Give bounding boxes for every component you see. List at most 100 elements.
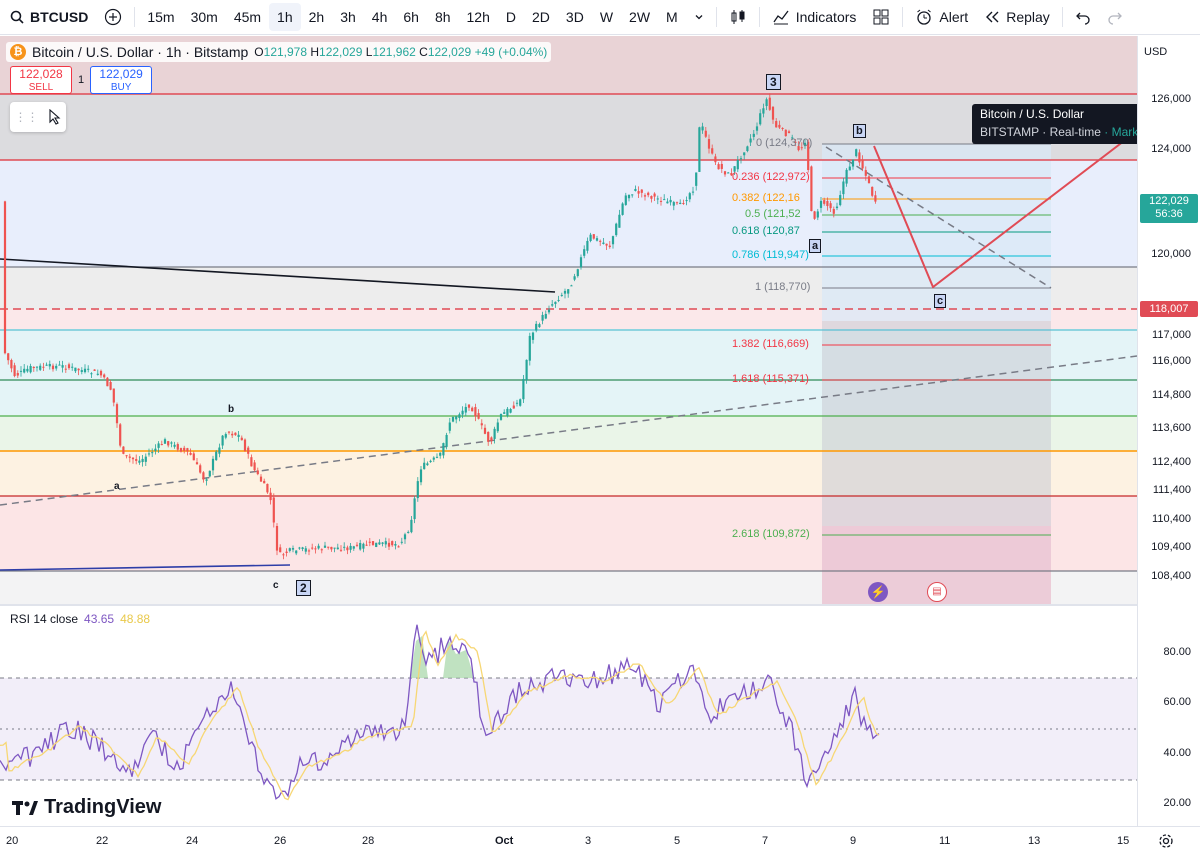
support-trendline[interactable] xyxy=(0,564,291,571)
tradingview-logo-icon xyxy=(12,800,38,815)
candle-body xyxy=(589,234,592,241)
drag-handle-icon[interactable]: ⋮⋮ xyxy=(14,110,39,124)
candle-body xyxy=(675,202,679,204)
interval-button[interactable]: 1h xyxy=(269,3,301,31)
candle-body xyxy=(333,547,336,549)
undo-button[interactable] xyxy=(1067,3,1099,31)
interval-button[interactable]: 2W xyxy=(629,9,651,25)
candle-body xyxy=(195,462,199,465)
layouts-button[interactable] xyxy=(864,3,898,31)
candle-body xyxy=(391,541,394,546)
rsi-legend[interactable]: RSI 14 close 43.65 48.88 xyxy=(10,612,150,626)
candle-body xyxy=(570,285,573,287)
candle-body xyxy=(263,480,266,484)
us-flag-event-icon[interactable]: ▤ xyxy=(927,582,947,602)
candle-body xyxy=(698,127,701,172)
currency-label[interactable]: USD xyxy=(1144,46,1168,58)
candle-body xyxy=(771,106,775,120)
tradingview-logo[interactable]: TradingView xyxy=(12,796,161,819)
candle-body xyxy=(813,211,816,219)
rsi-pane[interactable] xyxy=(0,606,1137,826)
candle-body xyxy=(602,242,605,244)
interval-button[interactable]: 12h xyxy=(466,9,490,25)
wave-label-3[interactable]: 3 xyxy=(766,74,781,90)
candle-body xyxy=(80,370,83,372)
candle-body xyxy=(730,173,733,176)
event-lightning-icon[interactable]: ⚡ xyxy=(868,582,888,602)
wave-label-small-a: a xyxy=(114,481,120,492)
rsi-canvas[interactable] xyxy=(0,606,1137,826)
cursor-tool-widget[interactable]: ⋮⋮ xyxy=(10,102,66,132)
price-tick: 113,600 xyxy=(1152,422,1191,434)
price-axis[interactable]: USD 126,000 124,000 120,000 117,000 116,000 1… xyxy=(1137,36,1200,826)
candle-body xyxy=(515,402,519,404)
buy-button[interactable]: 122,029 BUY xyxy=(90,66,153,94)
redo-icon xyxy=(1107,9,1123,25)
interval-button[interactable]: W xyxy=(599,9,614,25)
candle-body xyxy=(83,368,87,373)
candle-body xyxy=(583,249,586,256)
tooltip-title: Bitcoin / U.S. Dollar xyxy=(980,107,1085,121)
wave-label-c[interactable]: c xyxy=(934,294,947,308)
interval-dropdown-button[interactable] xyxy=(686,3,712,31)
forecast-path[interactable] xyxy=(873,130,1137,289)
interval-button[interactable]: M xyxy=(666,9,678,25)
replay-button[interactable]: Replay xyxy=(976,3,1058,31)
dashed-channel-line[interactable] xyxy=(825,146,1052,289)
candle-body xyxy=(451,416,455,422)
candle-body xyxy=(810,166,813,212)
interval-button[interactable]: 15m xyxy=(147,9,175,25)
price-chart-canvas[interactable] xyxy=(0,36,1137,604)
candle-body xyxy=(279,547,282,553)
fib-level-label: 1 (118,770) xyxy=(755,281,811,293)
candle-body xyxy=(359,542,362,550)
interval-button[interactable]: D xyxy=(505,9,516,25)
time-tick: 26 xyxy=(274,835,287,847)
interval-button[interactable]: 6h xyxy=(403,9,419,25)
candle-body xyxy=(301,547,304,550)
interval-button[interactable]: 45m xyxy=(233,9,262,25)
resistance-trendline[interactable] xyxy=(0,258,556,293)
candle-body xyxy=(189,452,192,455)
rsi-label: RSI 14 close xyxy=(10,612,79,626)
indicators-button[interactable]: Indicators xyxy=(764,3,865,31)
candle-body xyxy=(704,130,707,137)
main-chart-pane[interactable]: 3 2 b a c b a c 0 (124,370) 0.236 (122,97… xyxy=(0,36,1137,604)
candle-body xyxy=(467,404,471,408)
redo-button[interactable] xyxy=(1099,3,1131,31)
alert-button[interactable]: Alert xyxy=(907,3,976,31)
sell-label: SELL xyxy=(28,82,54,93)
time-tick: 11 xyxy=(939,835,951,847)
candle-body xyxy=(307,550,311,552)
wave-label-a[interactable]: a xyxy=(809,239,822,253)
candle-body xyxy=(477,413,480,419)
candles-icon xyxy=(729,8,747,26)
bar-countdown: 56:36 xyxy=(1155,208,1183,220)
chart-type-button[interactable] xyxy=(721,3,755,31)
spread-value: 1 xyxy=(78,74,85,86)
symbol-search[interactable]: BTCUSD xyxy=(0,9,96,25)
cursor-arrow-icon[interactable] xyxy=(48,109,62,125)
time-axis[interactable]: 20 22 24 26 28 Oct 3 5 7 9 11 13 15 xyxy=(0,826,1200,856)
candle-body xyxy=(407,531,410,533)
candle-body xyxy=(499,414,503,420)
wave-label-b[interactable]: b xyxy=(853,124,866,138)
price-tick: 109,400 xyxy=(1151,541,1191,553)
interval-button[interactable]: 3h xyxy=(340,9,356,25)
wave-label-2[interactable]: 2 xyxy=(296,580,311,596)
brand-name: TradingView xyxy=(44,796,162,818)
interval-button[interactable]: 4h xyxy=(371,9,388,25)
interval-button[interactable]: 3D xyxy=(565,9,584,25)
interval-button[interactable]: 30m xyxy=(190,9,218,25)
candle-body xyxy=(131,457,135,460)
sell-button[interactable]: 122,028 SELL xyxy=(10,66,72,94)
candle-body xyxy=(432,457,435,460)
pane-separator[interactable] xyxy=(0,604,1200,606)
compare-button[interactable] xyxy=(96,3,130,31)
settings-gear-icon[interactable] xyxy=(1158,833,1174,849)
candle-body xyxy=(717,164,720,170)
interval-button[interactable]: 2h xyxy=(308,9,325,25)
toolbar-divider xyxy=(715,7,717,27)
interval-button[interactable]: 2D xyxy=(532,9,550,25)
interval-button[interactable]: 8h xyxy=(434,9,451,25)
